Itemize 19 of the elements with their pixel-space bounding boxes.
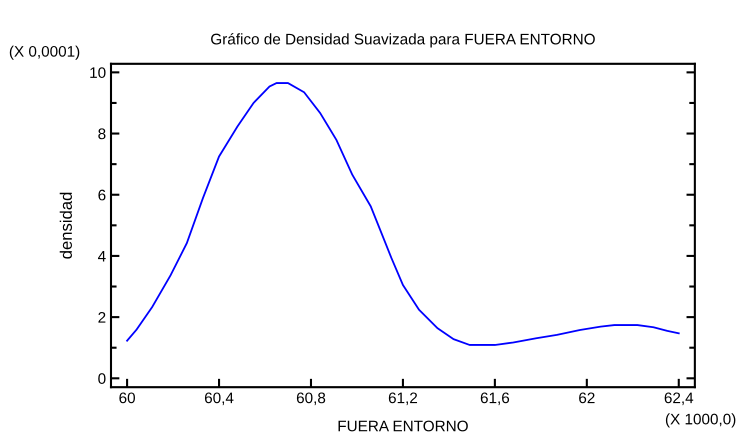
y-tick-label: 8 <box>98 128 106 140</box>
y-tick-label: 6 <box>98 190 106 200</box>
text: (X 0,0001) <box>10 46 80 60</box>
y-tick-label: 10 <box>90 67 106 78</box>
y-tick-label: 4 <box>98 250 106 262</box>
x-tick-label: 60,8 <box>296 392 326 406</box>
chart-title: Gráfico de Densidad Suavizada para FUERA ENTORNO <box>211 33 595 48</box>
x-tick-label: 60 <box>119 392 135 404</box>
x-axis-title: FUERA ENTORNO <box>338 420 468 432</box>
x-tick-label: 60,4 <box>204 392 234 406</box>
y-tick-label: 0 <box>98 373 106 384</box>
line-series <box>126 82 680 346</box>
x-tick-label: 61,6 <box>480 392 510 406</box>
x-tick-label: 62 <box>579 392 595 404</box>
y-tick-label: 2 <box>98 312 106 323</box>
text: (X 1000,0) <box>666 413 736 428</box>
y-axis-title: densidad <box>60 192 72 259</box>
x-tick-label: 61,2 <box>388 392 418 406</box>
x-tick-label: 62,4 <box>664 392 694 406</box>
